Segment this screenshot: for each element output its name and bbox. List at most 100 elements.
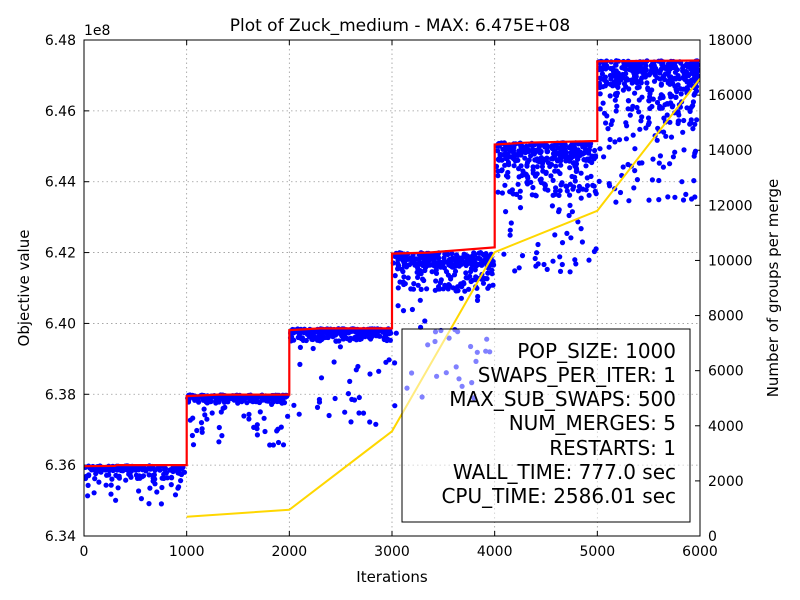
scatter-point [630, 132, 636, 138]
scatter-point [680, 197, 687, 203]
scatter-point [636, 84, 642, 90]
scatter-point [446, 282, 452, 288]
scatter-point [209, 410, 215, 416]
scatter-point [562, 146, 568, 152]
scatter-point [275, 439, 282, 446]
annotation-line: MAX_SUB_SWAPS: 500 [449, 387, 676, 411]
scatter-point [435, 263, 441, 269]
scatter-point [422, 318, 428, 324]
scatter-point [677, 86, 684, 92]
scatter-point [646, 98, 652, 104]
scatter-point [116, 475, 122, 481]
best-objective-line [84, 59, 700, 468]
scatter-point [683, 191, 689, 197]
scatter-point [555, 168, 561, 174]
scatter-point [517, 194, 523, 200]
scatter-point [289, 336, 295, 342]
scatter-point [85, 493, 91, 499]
data-marks [84, 58, 700, 518]
scatter-point [630, 62, 636, 69]
scatter-point [569, 173, 575, 180]
parameter-annotation-box: POP_SIZE: 1000 SWAPS_PER_ITER: 1 MAX_SUB… [401, 328, 691, 523]
scatter-point [387, 328, 393, 334]
scatter-point [590, 182, 596, 188]
scatter-point [634, 104, 640, 111]
y2-axis-label: Number of groups per merge [764, 179, 782, 398]
scatter-point [275, 426, 281, 432]
scatter-point [143, 467, 149, 473]
scatter-point [435, 252, 441, 259]
scatter-point [660, 164, 667, 170]
scatter-point [532, 157, 538, 163]
scatter-point [625, 62, 631, 68]
y-tick-label: 6.34 [45, 529, 76, 545]
annotation-line: RESTARTS: 1 [549, 436, 676, 460]
scatter-point [534, 250, 540, 256]
scatter-point [190, 442, 197, 448]
scatter-point [569, 209, 576, 215]
scatter-point [477, 256, 483, 262]
scatter-point [320, 333, 326, 339]
scatter-point [517, 188, 523, 194]
scatter-point [146, 501, 152, 507]
scatter-point [567, 181, 573, 187]
scatter-point [175, 485, 181, 491]
x-tick-label: 3000 [374, 544, 410, 560]
scatter-point [376, 368, 382, 374]
scatter-point [597, 91, 603, 97]
scatter-point [255, 398, 261, 404]
scatter-point [140, 473, 147, 479]
scatter-point [502, 182, 508, 188]
scatter-point [620, 164, 626, 170]
scatter-point [567, 269, 573, 275]
scatter-point [318, 375, 325, 381]
scatter-point [566, 212, 572, 219]
scatter-point [162, 465, 168, 471]
scatter-point [597, 146, 603, 152]
scatter-point [216, 439, 222, 445]
scatter-point [667, 91, 673, 97]
scatter-point [667, 78, 673, 84]
x-tick-label: 5000 [580, 544, 616, 560]
scatter-point [432, 287, 438, 293]
scatter-point [497, 152, 503, 158]
scatter-point [584, 183, 591, 189]
scatter-point [578, 170, 584, 176]
scatter-point [554, 158, 561, 164]
scatter-point [518, 163, 524, 169]
scatter-point [695, 73, 700, 79]
y-tick-label: 6.44 [45, 175, 76, 191]
scatter-point [502, 162, 508, 168]
scatter-point [536, 144, 542, 150]
scatter-point [411, 281, 417, 287]
scatter-point [482, 258, 488, 264]
scatter-point [219, 395, 225, 401]
scatter-point [612, 139, 618, 145]
scatter-point [108, 491, 114, 497]
scatter-point [383, 329, 389, 335]
scatter-point [178, 471, 185, 478]
scatter-point [386, 357, 392, 363]
scatter-point [298, 335, 304, 342]
scatter-point [672, 69, 679, 75]
scatter-point [682, 75, 688, 81]
scatter-point [418, 286, 424, 292]
scatter-point [503, 209, 509, 215]
scatter-point [675, 82, 681, 88]
scatter-point [654, 99, 661, 106]
scatter-point [605, 126, 611, 132]
scatter-point [691, 153, 697, 159]
scatter-point [199, 429, 205, 435]
scatter-point [297, 344, 303, 350]
y-axis-label: Objective value [15, 230, 33, 347]
scatter-point [383, 336, 389, 342]
x-tick-label: 1000 [169, 544, 205, 560]
scatter-point [682, 69, 688, 75]
scatter-point [466, 286, 472, 292]
scatter-point [297, 361, 303, 367]
scatter-point [513, 191, 520, 197]
scatter-point [400, 268, 406, 275]
scatter-point [589, 153, 595, 159]
scatter-point [644, 80, 650, 86]
scatter-point [348, 419, 354, 425]
